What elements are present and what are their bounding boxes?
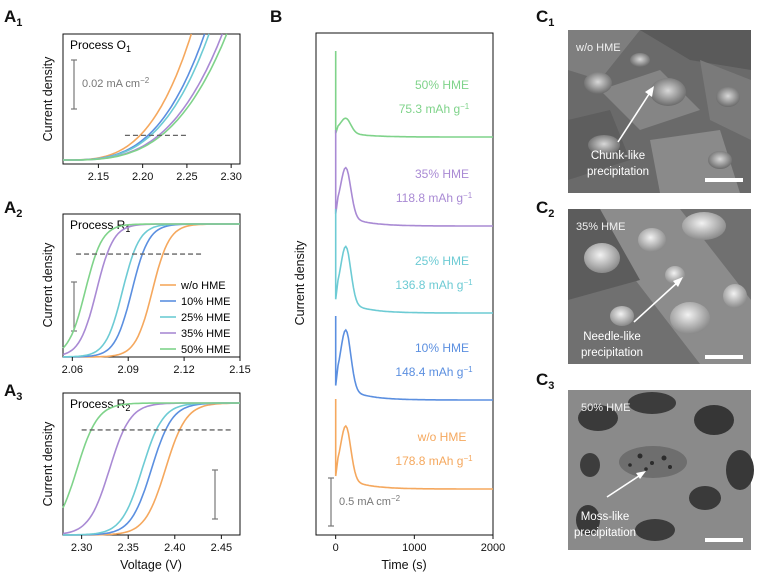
panel-c1: C1 w/o HME Chunk-like precipitation xyxy=(536,7,751,193)
x-tick-label: 0 xyxy=(333,542,339,554)
b-scale-label: 0.5 mA cm−2 xyxy=(339,494,401,508)
a3-curve-50-hme xyxy=(62,402,240,509)
x-tick-label: 2.45 xyxy=(211,542,232,554)
x-tick-label: 2.15 xyxy=(88,171,109,183)
panel-a2-label: A2 xyxy=(4,198,22,220)
b-series-labels: 50% HME 75.3 mAh g−1 35% HME 118.8 mAh g−1 2… xyxy=(395,78,473,468)
c2-arrow xyxy=(633,280,680,323)
c1-arrow xyxy=(617,90,652,143)
a1-y-axis-title: Current density xyxy=(41,56,55,142)
panel-b: B Current density 50% HME 75.3 mAh g−1 35%… xyxy=(270,7,505,572)
x-tick-label: 2.40 xyxy=(164,542,185,554)
c2-scale-bar xyxy=(705,355,743,359)
b-capacity-25-hme: 136.8 mAh g−1 xyxy=(395,278,473,292)
b-capacity-wo-hme: 178.8 mAh g−1 xyxy=(395,454,473,468)
x-tick-label: 2.06 xyxy=(62,364,83,376)
b-x-ticks: 0 1000 2000 xyxy=(333,535,505,554)
c2-caption-line2: precipitation xyxy=(581,347,643,359)
a3-curve-10-hme xyxy=(63,402,240,536)
c2-caption-line1: Needle-like xyxy=(583,331,641,343)
c1-scale-bar xyxy=(705,178,743,182)
b-capacity-35-hme: 118.8 mAh g−1 xyxy=(396,191,473,205)
panel-a3-label: A3 xyxy=(4,381,22,403)
a1-curves xyxy=(63,33,228,161)
x-tick-label: 2.35 xyxy=(117,542,138,554)
a2-process-label: Process R1 xyxy=(70,218,130,234)
c3-caption-line1: Moss-like xyxy=(581,511,630,523)
x-tick-label: 2.12 xyxy=(173,364,194,376)
c3-scale-bar xyxy=(705,538,743,542)
a2-y-axis-title: Current density xyxy=(41,242,55,328)
a3-y-axis-title: Current density xyxy=(41,421,55,507)
panel-c1-label: C1 xyxy=(536,7,554,29)
a2-x-ticks: 2.06 2.09 2.12 2.15 xyxy=(62,357,251,376)
b-curve-25-hme xyxy=(334,209,493,314)
x-tick-label: 2000 xyxy=(481,542,505,554)
b-y-axis-title: Current density xyxy=(293,240,307,326)
panel-a2: A2 Current density Process R1 w/o HME 10%… xyxy=(4,198,251,376)
b-label-50-hme: 50% HME xyxy=(415,78,469,92)
x-tick-label: 2.15 xyxy=(229,364,250,376)
a3-x-ticks: 2.30 2.35 2.40 2.45 xyxy=(71,535,232,554)
c3-corner-label: 50% HME xyxy=(581,402,631,414)
panel-a1-label: A1 xyxy=(4,7,22,29)
legend-label-10-hme: 10% HME xyxy=(181,296,231,308)
b-curve-10-hme xyxy=(334,316,493,401)
panel-a3: A3 Current density Process R2 2.30 2.35 2.… xyxy=(4,381,241,572)
b-label-35-hme: 35% HME xyxy=(415,167,469,181)
b-curves xyxy=(334,51,493,490)
b-label-wo-hme: w/o HME xyxy=(417,430,467,444)
sem-image-c2 xyxy=(568,209,751,364)
sem-image-c1 xyxy=(568,30,751,193)
sem-image-c3 xyxy=(568,390,754,550)
c2-corner-label: 35% HME xyxy=(576,221,626,233)
a1-scale-label: 0.02 mA cm−2 xyxy=(82,76,150,90)
c3-arrow xyxy=(606,473,643,498)
b-label-10-hme: 10% HME xyxy=(415,341,469,355)
a2-curves xyxy=(62,223,240,358)
b-x-axis-title: Time (s) xyxy=(381,558,426,572)
a1-process-label: Process O1 xyxy=(70,38,131,54)
x-tick-label: 1000 xyxy=(402,542,426,554)
panel-b-label: B xyxy=(270,7,282,26)
a2-plot-frame xyxy=(62,213,241,358)
b-curve-50-hme xyxy=(334,51,493,138)
a3-curves xyxy=(62,402,240,536)
panel-c2: C2 35% HME Needle-like precipitation xyxy=(536,198,751,364)
b-label-25-hme: 25% HME xyxy=(415,254,469,268)
b-plot-frame xyxy=(315,32,494,536)
a1-plot-frame xyxy=(62,33,241,165)
x-tick-label: 2.30 xyxy=(71,542,92,554)
c3-caption-line2: precipitation xyxy=(574,527,636,539)
legend-label-50-hme: 50% HME xyxy=(181,344,231,356)
panel-c2-label: C2 xyxy=(536,198,554,220)
a3-plot-frame xyxy=(62,392,241,536)
a1-x-ticks: 2.15 2.20 2.25 2.30 xyxy=(88,164,242,183)
panel-c3: C3 50% HME Moss-like precipitation xyxy=(536,370,754,550)
a1-curve-50-hme xyxy=(63,33,228,161)
x-tick-label: 2.09 xyxy=(117,364,138,376)
a2-curve-50-hme xyxy=(62,223,240,349)
x-tick-label: 2.30 xyxy=(220,171,241,183)
b-capacity-10-hme: 148.4 mAh g−1 xyxy=(395,365,473,379)
panel-a1: A1 Current density Process O1 0.02 mA cm… xyxy=(4,7,242,183)
a2-legend: w/o HME 10% HME 25% HME 35% HME 50% HME xyxy=(160,280,231,356)
x-tick-label: 2.25 xyxy=(176,171,197,183)
b-capacity-50-hme: 75.3 mAh g−1 xyxy=(399,102,470,116)
legend-label-35-hme: 35% HME xyxy=(181,328,231,340)
legend-label-wo-hme: w/o HME xyxy=(180,280,226,292)
b-curve-35-hme xyxy=(334,130,493,227)
a3-x-axis-title: Voltage (V) xyxy=(120,558,182,572)
c1-corner-label: w/o HME xyxy=(575,42,621,54)
panel-c3-label: C3 xyxy=(536,370,554,392)
x-tick-label: 2.20 xyxy=(132,171,153,183)
c1-caption-line2: precipitation xyxy=(587,166,649,178)
b-curve-wo-hme xyxy=(334,399,493,490)
a1-curve-25-hme xyxy=(63,33,210,161)
legend-label-25-hme: 25% HME xyxy=(181,312,231,324)
c1-caption-line1: Chunk-like xyxy=(591,150,645,162)
